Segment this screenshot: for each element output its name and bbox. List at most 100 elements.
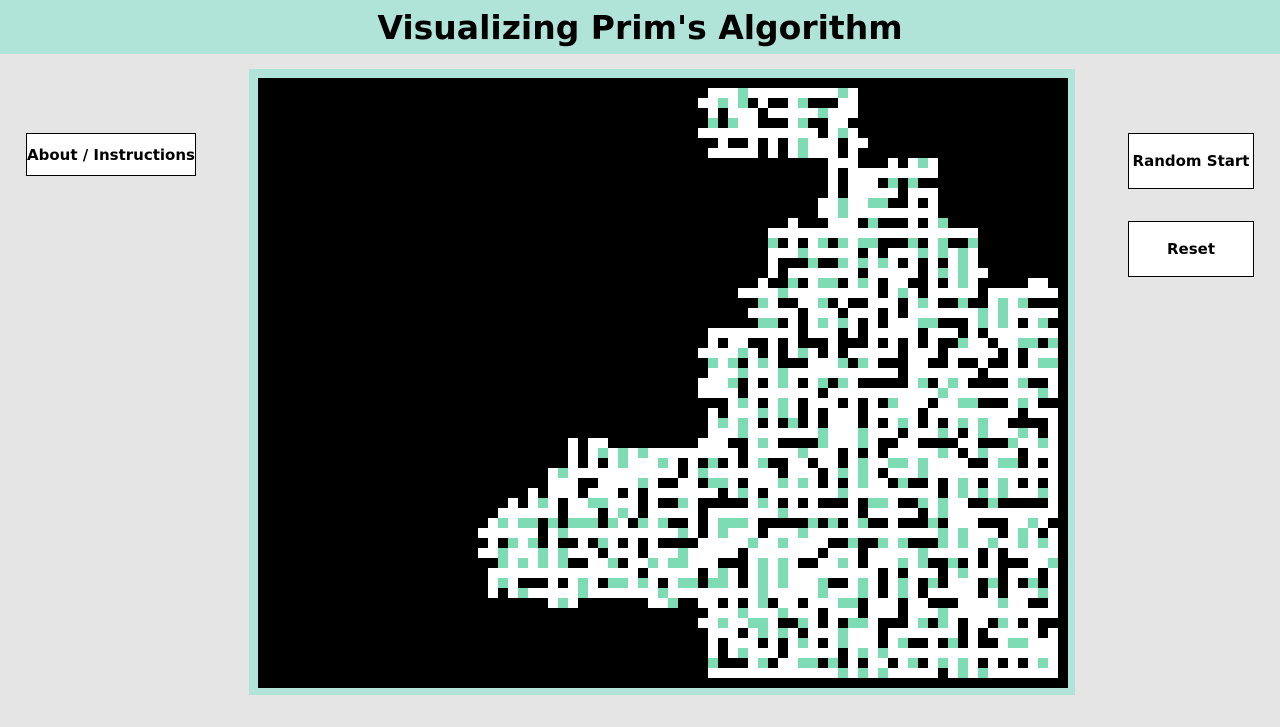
maze-passage-cell[interactable] (1028, 318, 1038, 328)
maze-passage-cell[interactable] (928, 188, 938, 198)
maze-passage-cell[interactable] (1008, 298, 1018, 308)
maze-passage-cell[interactable] (828, 548, 838, 558)
maze-passage-cell[interactable] (508, 528, 518, 538)
maze-passage-cell[interactable] (1048, 578, 1058, 588)
maze-passage-cell[interactable] (1018, 508, 1028, 518)
maze-passage-cell[interactable] (948, 528, 958, 538)
maze-passage-cell[interactable] (858, 198, 868, 208)
maze-passage-cell[interactable] (748, 558, 758, 568)
maze-frontier-cell[interactable] (738, 348, 748, 358)
maze-passage-cell[interactable] (728, 548, 738, 558)
maze-passage-cell[interactable] (608, 458, 618, 468)
maze-passage-cell[interactable] (1008, 348, 1018, 358)
maze-passage-cell[interactable] (768, 638, 778, 648)
maze-passage-cell[interactable] (708, 588, 718, 598)
maze-passage-cell[interactable] (768, 268, 778, 278)
maze-passage-cell[interactable] (888, 368, 898, 378)
maze-passage-cell[interactable] (738, 328, 748, 338)
maze-passage-cell[interactable] (708, 488, 718, 498)
maze-passage-cell[interactable] (648, 518, 658, 528)
maze-passage-cell[interactable] (488, 548, 498, 558)
maze-passage-cell[interactable] (948, 518, 958, 528)
maze-frontier-cell[interactable] (818, 238, 828, 248)
maze-passage-cell[interactable] (748, 528, 758, 538)
maze-passage-cell[interactable] (868, 448, 878, 458)
maze-passage-cell[interactable] (808, 108, 818, 118)
maze-passage-cell[interactable] (818, 528, 828, 538)
maze-passage-cell[interactable] (548, 538, 558, 548)
maze-passage-cell[interactable] (628, 488, 638, 498)
maze-frontier-cell[interactable] (818, 588, 828, 598)
maze-passage-cell[interactable] (988, 658, 998, 668)
maze-passage-cell[interactable] (958, 578, 968, 588)
maze-passage-cell[interactable] (1008, 338, 1018, 348)
maze-passage-cell[interactable] (588, 548, 598, 558)
maze-passage-cell[interactable] (718, 148, 728, 158)
maze-frontier-cell[interactable] (728, 378, 738, 388)
maze-passage-cell[interactable] (828, 408, 838, 418)
maze-frontier-cell[interactable] (918, 558, 928, 568)
maze-passage-cell[interactable] (1048, 328, 1058, 338)
maze-passage-cell[interactable] (998, 428, 1008, 438)
maze-passage-cell[interactable] (748, 138, 758, 148)
maze-frontier-cell[interactable] (938, 608, 948, 618)
maze-passage-cell[interactable] (738, 528, 748, 538)
maze-frontier-cell[interactable] (918, 548, 928, 558)
maze-passage-cell[interactable] (888, 508, 898, 518)
maze-passage-cell[interactable] (648, 588, 658, 598)
maze-passage-cell[interactable] (568, 508, 578, 518)
maze-passage-cell[interactable] (1008, 628, 1018, 638)
maze-passage-cell[interactable] (688, 528, 698, 538)
maze-passage-cell[interactable] (928, 658, 938, 668)
maze-passage-cell[interactable] (788, 378, 798, 388)
maze-passage-cell[interactable] (648, 458, 658, 468)
maze-passage-cell[interactable] (748, 418, 758, 428)
maze-passage-cell[interactable] (728, 418, 738, 428)
maze-passage-cell[interactable] (748, 668, 758, 678)
maze-passage-cell[interactable] (888, 568, 898, 578)
maze-passage-cell[interactable] (868, 588, 878, 598)
maze-passage-cell[interactable] (638, 458, 648, 468)
maze-passage-cell[interactable] (898, 488, 908, 498)
maze-passage-cell[interactable] (768, 508, 778, 518)
maze-passage-cell[interactable] (898, 468, 908, 478)
maze-frontier-cell[interactable] (798, 528, 808, 538)
maze-passage-cell[interactable] (788, 488, 798, 498)
maze-passage-cell[interactable] (528, 528, 538, 538)
maze-passage-cell[interactable] (708, 328, 718, 338)
maze-frontier-cell[interactable] (838, 378, 848, 388)
maze-frontier-cell[interactable] (798, 618, 808, 628)
maze-frontier-cell[interactable] (858, 458, 868, 468)
maze-passage-cell[interactable] (868, 388, 878, 398)
maze-passage-cell[interactable] (918, 228, 928, 238)
maze-passage-cell[interactable] (968, 348, 978, 358)
maze-passage-cell[interactable] (828, 478, 838, 488)
maze-passage-cell[interactable] (778, 668, 788, 678)
maze-passage-cell[interactable] (718, 88, 728, 98)
maze-passage-cell[interactable] (1048, 608, 1058, 618)
maze-passage-cell[interactable] (878, 408, 888, 418)
maze-passage-cell[interactable] (848, 588, 858, 598)
maze-frontier-cell[interactable] (928, 518, 938, 528)
maze-passage-cell[interactable] (888, 498, 898, 508)
maze-passage-cell[interactable] (888, 188, 898, 198)
maze-passage-cell[interactable] (858, 308, 868, 318)
maze-passage-cell[interactable] (1008, 658, 1018, 668)
maze-passage-cell[interactable] (788, 458, 798, 468)
maze-frontier-cell[interactable] (678, 548, 688, 558)
maze-passage-cell[interactable] (828, 288, 838, 298)
maze-passage-cell[interactable] (948, 228, 958, 238)
maze-passage-cell[interactable] (648, 578, 658, 588)
maze-passage-cell[interactable] (1038, 288, 1048, 298)
maze-passage-cell[interactable] (708, 548, 718, 558)
maze-frontier-cell[interactable] (778, 408, 788, 418)
maze-frontier-cell[interactable] (858, 438, 868, 448)
maze-passage-cell[interactable] (658, 508, 668, 518)
maze-passage-cell[interactable] (858, 288, 868, 298)
maze-passage-cell[interactable] (798, 298, 808, 308)
maze-passage-cell[interactable] (668, 488, 678, 498)
maze-passage-cell[interactable] (868, 348, 878, 358)
maze-passage-cell[interactable] (518, 548, 528, 558)
maze-passage-cell[interactable] (838, 428, 848, 438)
maze-passage-cell[interactable] (708, 608, 718, 618)
